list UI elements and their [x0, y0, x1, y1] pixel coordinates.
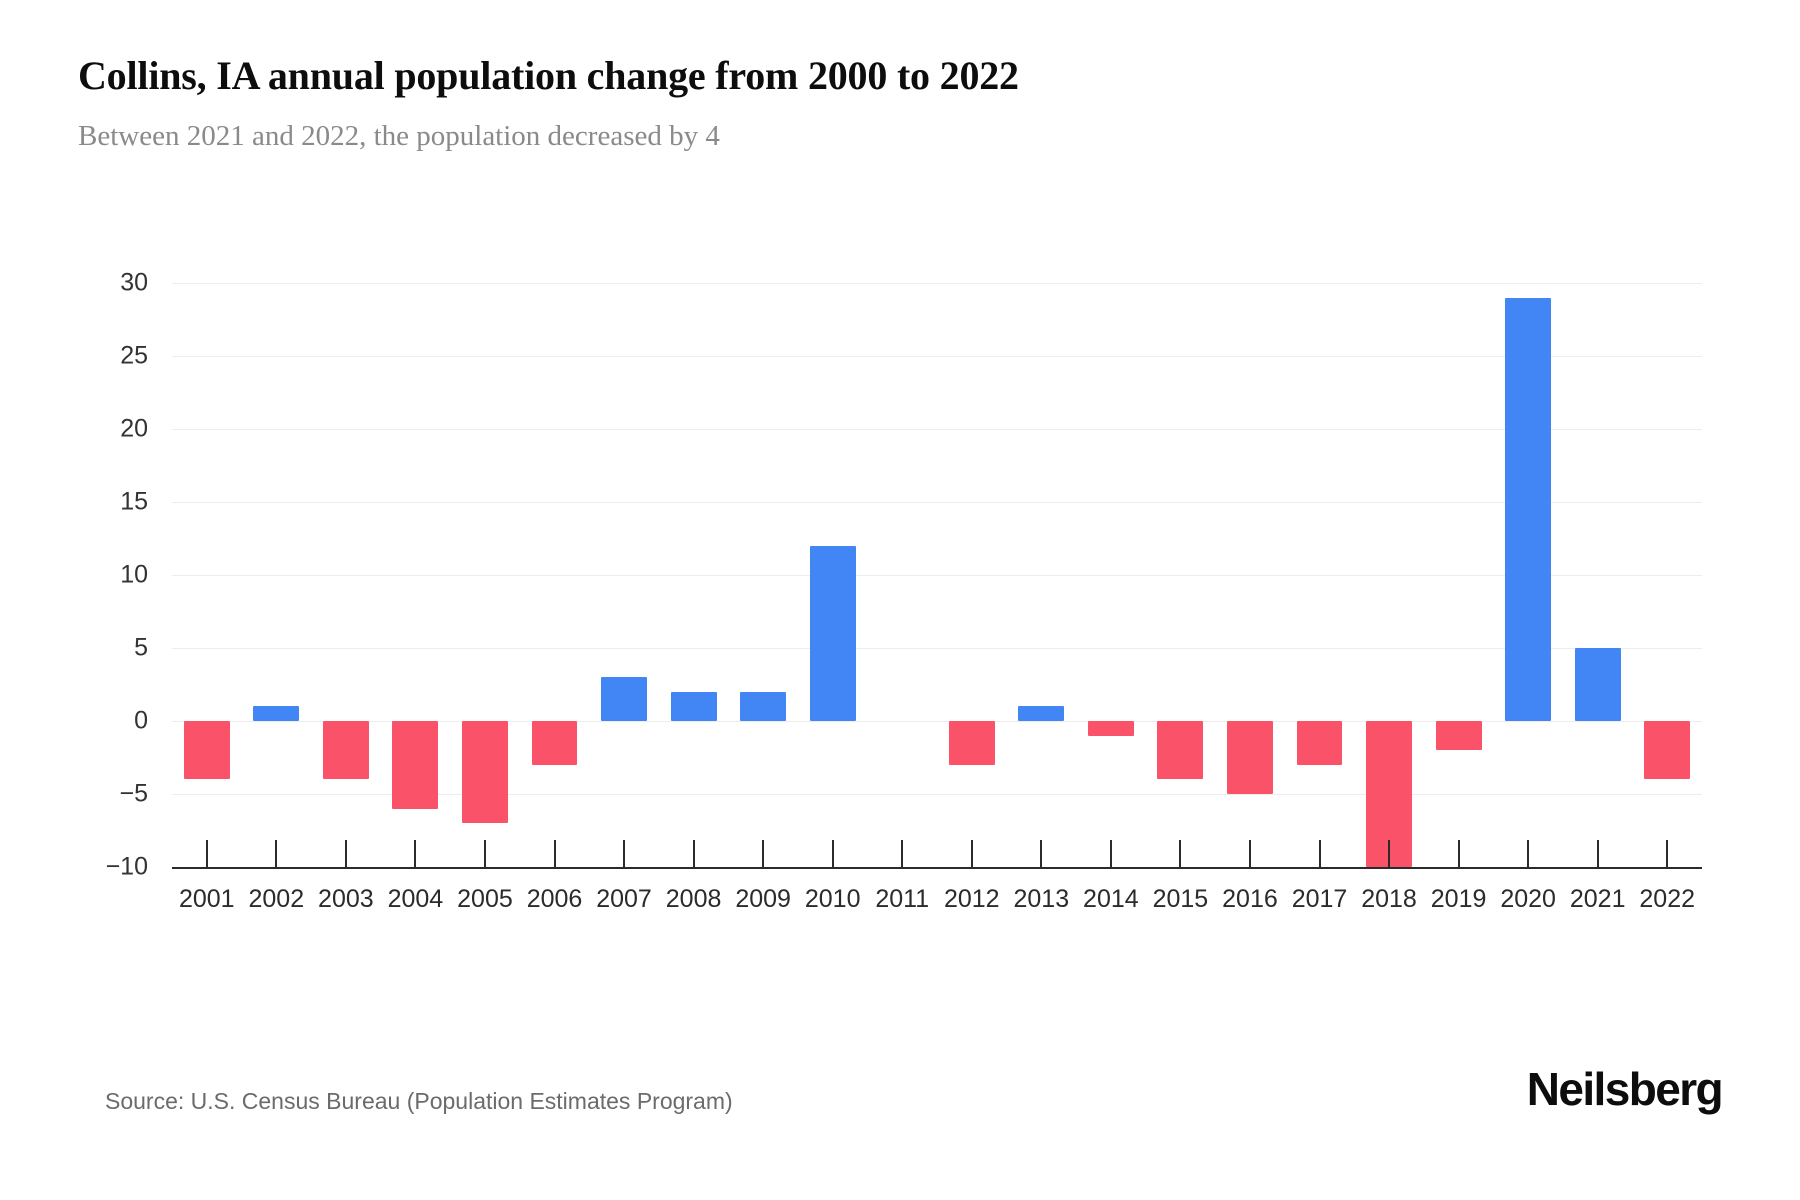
gridline--5 [172, 794, 1702, 795]
bar-2001[interactable] [183, 721, 230, 780]
x-axis-tick-label: 2014 [1083, 885, 1139, 913]
x-axis-tick-label: 2007 [596, 885, 652, 913]
x-axis-tick-label: 2020 [1500, 885, 1556, 913]
bar-2019[interactable] [1435, 721, 1482, 751]
bar-2021[interactable] [1574, 648, 1621, 721]
x-axis-tickmark [205, 840, 208, 867]
x-axis-tick-label: 2003 [318, 885, 374, 913]
brand-logo: Neilsberg [1526, 1063, 1724, 1115]
gridline-30 [172, 283, 1702, 284]
bar-2013[interactable] [1018, 706, 1065, 721]
x-axis-tickmark [623, 840, 626, 867]
x-axis-tickmark [1040, 840, 1043, 867]
y-axis-tick-label: 5 [134, 633, 148, 662]
x-axis-tick-label: 2002 [248, 885, 305, 913]
y-axis-tick-label: 20 [120, 414, 148, 443]
bar-2015[interactable] [1157, 721, 1204, 780]
x-axis-tickmark [901, 840, 904, 867]
x-axis-tickmark [483, 840, 486, 867]
bar-2003[interactable] [322, 721, 369, 780]
x-axis-tickmark [1527, 840, 1530, 867]
bar-2002[interactable] [253, 706, 300, 721]
x-axis-tick-label: 2015 [1152, 885, 1209, 913]
x-axis-tickmark [553, 840, 556, 867]
y-axis-tick-label: 25 [120, 341, 148, 370]
x-axis-tick-label: 2001 [178, 885, 235, 913]
x-axis-tick-label: 2016 [1222, 885, 1278, 913]
x-axis-tickmark [1109, 840, 1112, 867]
x-axis-tickmark [970, 840, 973, 867]
gridline-0 [172, 721, 1702, 722]
gridline-15 [172, 502, 1702, 503]
x-axis-tickmark [692, 840, 695, 867]
x-axis-tickmark [1179, 840, 1182, 867]
y-axis-tick-label: 30 [120, 268, 148, 297]
x-axis-tick-label: 2012 [943, 885, 1000, 913]
x-axis-line [172, 867, 1702, 869]
x-axis-tickmark [414, 840, 417, 867]
bar-2008[interactable] [670, 691, 717, 721]
y-axis-tick-label: 15 [120, 487, 148, 516]
x-axis-tick-label: 2017 [1291, 885, 1348, 913]
x-axis-tickmark [1248, 840, 1251, 867]
y-axis-tick-label: 0 [134, 706, 148, 735]
y-axis-tick-label: −5 [119, 779, 148, 808]
x-axis-tick-label: 2009 [735, 885, 791, 913]
x-axis-tickmark [1596, 840, 1599, 867]
x-axis-tickmark [1318, 840, 1321, 867]
x-axis-tick-label: 2018 [1361, 885, 1417, 913]
bar-2017[interactable] [1296, 721, 1343, 765]
x-axis-tick-label: 2011 [875, 885, 930, 913]
y-axis-tick-label: −10 [105, 852, 148, 881]
x-axis-tick-label: 2008 [665, 885, 722, 913]
y-axis-tick-label: 10 [120, 560, 148, 589]
x-axis-tick-label: 2022 [1639, 885, 1696, 913]
x-axis-tickmark [1666, 840, 1669, 867]
bar-2010[interactable] [809, 545, 856, 721]
bar-2012[interactable] [948, 721, 995, 765]
x-axis-tickmark [1388, 840, 1391, 867]
bar-2009[interactable] [740, 691, 787, 721]
gridline-20 [172, 429, 1702, 430]
x-axis-tick-label: 2005 [457, 885, 513, 913]
bar-2022[interactable] [1644, 721, 1691, 780]
x-axis-tick-label: 2006 [526, 885, 583, 913]
gridline-5 [172, 648, 1702, 649]
page-title: Collins, IA annual population change fro… [78, 53, 1019, 98]
x-axis-tick-label: 2010 [804, 885, 861, 913]
x-axis-tickmark [275, 840, 278, 867]
x-axis-tick-label: 2004 [387, 885, 444, 913]
x-axis-tick-label: 2013 [1013, 885, 1070, 913]
bar-2014[interactable] [1087, 721, 1134, 736]
bar-2005[interactable] [462, 721, 508, 824]
bar-2016[interactable] [1227, 721, 1273, 794]
x-axis-tick-label: 2021 [1569, 885, 1626, 913]
x-axis-tickmark [1457, 840, 1460, 867]
source-note: Source: U.S. Census Bureau (Population E… [105, 1088, 733, 1114]
gridline-25 [172, 356, 1702, 357]
gridline-10 [172, 575, 1702, 576]
page-subtitle: Between 2021 and 2022, the population de… [78, 120, 720, 152]
x-axis-tickmark [762, 840, 765, 867]
bar-2004[interactable] [392, 721, 439, 809]
x-axis-tickmark [831, 840, 834, 867]
bar-2007[interactable] [601, 677, 647, 721]
bar-2020[interactable] [1505, 297, 1552, 721]
x-axis-tickmark [344, 840, 347, 867]
x-axis-tick-label: 2019 [1430, 885, 1487, 913]
bar-2006[interactable] [531, 721, 578, 765]
